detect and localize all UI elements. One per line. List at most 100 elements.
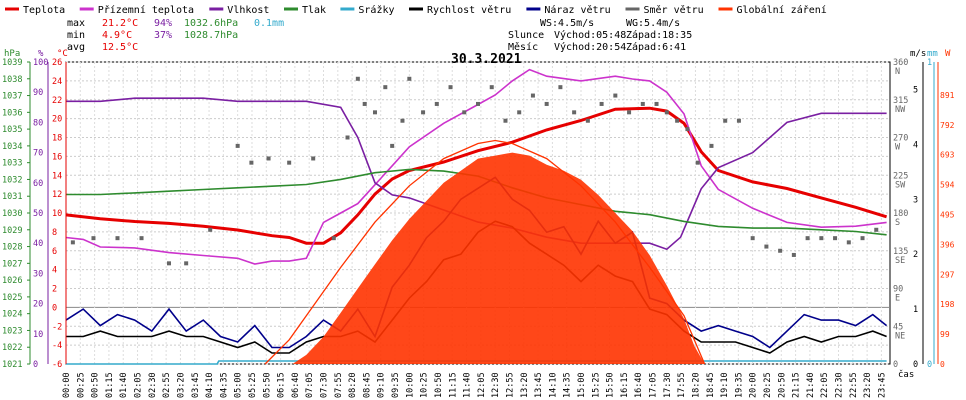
dir-tick-compass: N — [895, 67, 900, 77]
dir-tick-compass: E — [895, 294, 900, 304]
time-tick-label: 03:20 — [176, 372, 186, 398]
wind-direction-point — [476, 101, 480, 106]
hpa-tick-label: 1029 — [2, 226, 22, 236]
ms-tick-label: 3 — [913, 195, 918, 205]
temp-tick-label: 8 — [52, 228, 57, 238]
dir-tick-label: 0 — [893, 360, 898, 370]
wind-direction-point — [448, 85, 453, 90]
mm-tick-label: 0 — [927, 360, 932, 370]
time-tick-label: 20:00 — [749, 372, 759, 398]
wind-direction-point — [266, 156, 271, 161]
time-tick-label: 10:00 — [405, 372, 415, 398]
wind-direction-point — [723, 118, 728, 123]
temp-tick-label: 2 — [52, 285, 57, 295]
wind-direction-point — [139, 236, 144, 241]
wind-direction-point — [91, 236, 96, 241]
wind-direction-point — [208, 227, 213, 232]
time-tick-label: 11:40 — [463, 372, 473, 398]
wind-direction-point — [736, 118, 741, 123]
time-tick-label: 21:40 — [806, 372, 816, 398]
wind-direction-point — [654, 101, 659, 106]
time-tick-label: 20:25 — [763, 372, 773, 398]
time-tick-label: 07:55 — [334, 372, 344, 398]
stats-avg-label: avg — [67, 42, 85, 53]
hpa-tick-label: 1034 — [2, 142, 22, 152]
wind-direction-point — [695, 160, 700, 165]
dir-tick-label: 225 — [893, 171, 908, 181]
time-tick-label: 00:50 — [91, 372, 101, 398]
time-tick-label: 11:15 — [448, 372, 458, 398]
stats-max-press: 1032.6hPa — [184, 18, 238, 29]
wind-direction-point — [791, 252, 796, 257]
time-tick-label: 19:35 — [734, 372, 744, 398]
wm-tick-label: 594 — [940, 181, 955, 190]
hpa-tick-label: 1022 — [2, 343, 22, 353]
radiation-area — [292, 152, 705, 364]
p-zemn-teplota-line — [65, 68, 887, 265]
wind-direction-point — [544, 101, 549, 106]
temp-tick-label: 12 — [52, 190, 62, 200]
time-tick-label: 03:45 — [191, 372, 201, 398]
wind-direction-point — [390, 143, 395, 148]
wind-direction-point — [373, 110, 377, 115]
time-tick-label: 15:00 — [577, 372, 587, 398]
wind-direction-point — [383, 85, 388, 90]
time-tick-label: 08:45 — [362, 372, 372, 398]
ms-tick-label: 5 — [913, 85, 918, 95]
wind-direction-point — [558, 85, 563, 90]
teplota-line — [65, 106, 888, 245]
wind-direction-point — [613, 93, 618, 98]
stats-min-press: 1028.7hPa — [184, 30, 238, 41]
wind-direction-point — [355, 76, 360, 81]
wind-direction-point — [664, 110, 669, 115]
wind-direction-point — [345, 135, 350, 140]
mm-unit: mm — [927, 49, 938, 59]
time-tick-label: 14:10 — [548, 372, 558, 398]
time-tick-label: 10:25 — [420, 372, 430, 398]
time-tick-label: 20:50 — [777, 372, 787, 398]
chart-legend: Teplota Přízemní teplota Vlhkost Tlak Srážky… — [5, 4, 827, 16]
time-tick-label: 06:15 — [277, 372, 287, 398]
wm-unit: W — [945, 49, 951, 59]
dir-tick-compass: S — [895, 218, 900, 228]
legend-label: Náraz větru — [544, 4, 610, 16]
time-tick-label: 17:05 — [649, 372, 659, 398]
dir-tick-compass: SE — [895, 256, 905, 266]
stats-min-hum: 37% — [154, 30, 172, 41]
dir-tick-compass: W — [895, 143, 901, 153]
time-tick-label: 07:30 — [320, 372, 330, 398]
wind-direction-point — [331, 236, 336, 241]
time-tick-label: 13:45 — [534, 372, 544, 398]
time-tick-label: 13:20 — [520, 372, 530, 398]
hpa-tick-label: 1039 — [2, 58, 22, 68]
wind-direction-point — [778, 248, 783, 253]
temp-tick-label: -4 — [52, 341, 62, 351]
legend-label: Tlak — [302, 5, 326, 16]
legend-label: Vlhkost — [227, 5, 269, 16]
temp-unit: °C — [57, 49, 68, 59]
wind-direction-point — [805, 236, 810, 241]
pct-tick-label: 20 — [33, 300, 43, 310]
wind-direction-point — [489, 85, 494, 90]
time-tick-label: 00:25 — [76, 372, 86, 398]
wind-ws: WS:4.5m/s — [540, 18, 594, 29]
time-tick-label: 14:35 — [563, 372, 573, 398]
time-tick-label: 02:30 — [148, 372, 158, 398]
pct-tick-label: 60 — [33, 179, 43, 189]
time-tick-label: 23:45 — [877, 372, 887, 398]
stats-max-hum: 94% — [154, 18, 172, 29]
dir-tick-label: 135 — [893, 247, 908, 257]
moon-set: Západ:6:41 — [626, 41, 686, 53]
wind-direction-point — [503, 118, 508, 123]
wind-direction-point — [434, 101, 439, 106]
sun-rise: Východ:05:48 — [554, 29, 626, 41]
temp-tick-label: 10 — [52, 209, 62, 219]
dir-tick-compass: NW — [895, 105, 906, 115]
hpa-tick-label: 1037 — [2, 92, 22, 102]
time-tick-label: 04:10 — [205, 372, 215, 398]
wm-tick-label: 198 — [940, 300, 955, 309]
teoretick-z-en--line — [264, 139, 706, 365]
time-tick-label: 17:30 — [663, 372, 673, 398]
